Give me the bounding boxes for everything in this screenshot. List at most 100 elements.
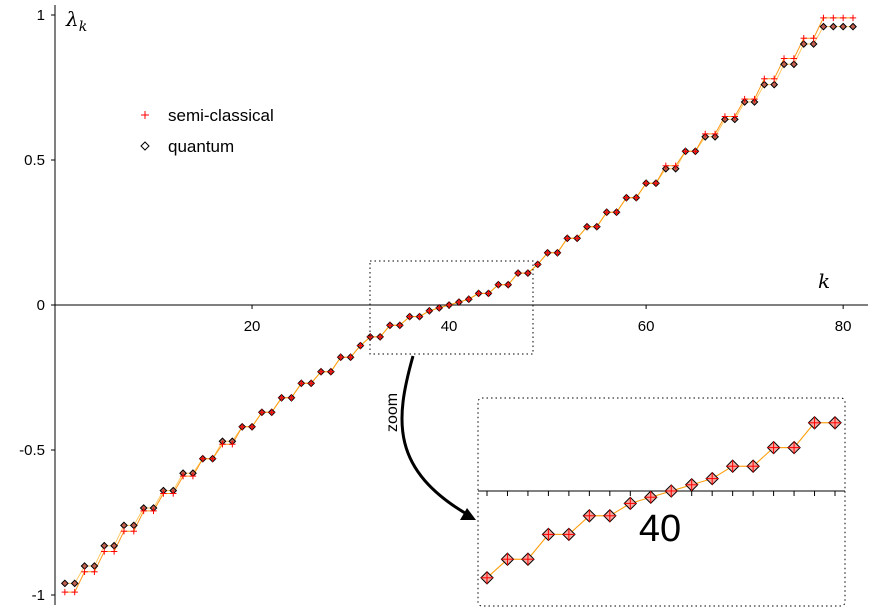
semi-classical-point-25 <box>298 380 305 387</box>
semi-classical-point-39 <box>436 304 443 312</box>
semi-classical-point-23 <box>278 394 285 401</box>
semi-classical-point-18 <box>229 441 236 448</box>
semi-classical-point-28 <box>327 368 335 375</box>
inset-semi-classical-point-36 <box>583 509 596 522</box>
semi-classical-point-16 <box>209 455 216 462</box>
zoom-arrow <box>400 355 471 518</box>
semi-classical-point-36 <box>406 313 413 320</box>
semi-classical-point-24 <box>288 394 295 401</box>
semi-classical-point-69 <box>731 113 738 120</box>
semi-classical-point-55 <box>593 223 601 230</box>
semi-classical-point-57 <box>613 209 620 216</box>
quantum-point-7 <box>120 521 128 530</box>
quantum-point-78 <box>819 22 828 31</box>
inset-semi-classical-point-47 <box>808 416 821 429</box>
semi-classical-point-60 <box>642 180 650 187</box>
x-ticks: 20 40 60 80 <box>244 305 851 335</box>
quantum-point-72 <box>760 80 769 89</box>
semi-classical-point-76 <box>800 35 807 42</box>
semi-classical-point-44 <box>485 290 492 297</box>
y-tick-label-0.5: 0.5 <box>24 152 45 169</box>
semi-classical-point-72 <box>761 75 768 82</box>
x-axis-label: k <box>818 269 830 293</box>
semi-classical-point-22 <box>268 409 275 416</box>
semi-classical-point-7 <box>120 528 128 535</box>
inset-semi-classical-point-35 <box>562 528 575 541</box>
semi-classical-point-47 <box>514 269 522 277</box>
semi-classical-point-50 <box>544 249 551 256</box>
semi-classical-point-67 <box>711 130 719 138</box>
y-tick-label-1: 1 <box>37 7 45 24</box>
x-tick-label-60: 60 <box>638 318 655 335</box>
semi-classical-point-37 <box>416 313 423 320</box>
inset-semi-classical-point-46 <box>787 441 801 454</box>
zoom-label: zoom <box>384 393 401 432</box>
inset-frame <box>477 397 846 607</box>
semi-classical-point-43 <box>475 290 482 297</box>
semi-classical-point-45 <box>495 281 502 288</box>
inset-semi-classical-point-40 <box>665 484 678 498</box>
semi-classical-point-80 <box>839 14 847 22</box>
x-tick-label-20: 20 <box>244 318 261 335</box>
inset-semi-classical-point-37 <box>603 509 616 522</box>
quantum-point-74 <box>780 60 788 69</box>
y-tick-label--0.5: -0.5 <box>19 442 45 459</box>
semi-classical-point-46 <box>504 281 512 288</box>
series-marks <box>60 14 857 596</box>
semi-classical-point-78 <box>820 14 827 22</box>
inset-semi-classical-point-34 <box>542 528 555 541</box>
semi-classical-point-42 <box>465 296 472 303</box>
legend-item-semi-classical: semi-classical <box>141 106 274 125</box>
semi-classical-point-11 <box>160 490 167 497</box>
semi-classical-point-41 <box>455 298 463 306</box>
semi-classical-point-26 <box>307 380 315 387</box>
semi-classical-point-29 <box>337 354 344 361</box>
semi-classical-point-49 <box>534 261 541 268</box>
semi-classical-point-17 <box>219 441 226 448</box>
semi-classical-point-8 <box>130 528 138 535</box>
quantum-point-81 <box>849 22 857 31</box>
inset-semi-classical-point-43 <box>726 460 739 473</box>
semi-classical-point-9 <box>140 507 147 515</box>
quantum-point-1 <box>60 579 69 588</box>
semi-classical-point-5 <box>101 548 108 555</box>
semi-classical-point-68 <box>721 113 729 120</box>
inset-semi-classical-point-45 <box>767 441 780 454</box>
quantum-point-3 <box>80 562 89 570</box>
semi-classical-point-59 <box>633 194 640 201</box>
inset-semi-classical-point-33 <box>521 553 535 566</box>
semi-classical-point-81 <box>849 14 857 22</box>
quantum-point-73 <box>770 80 779 89</box>
legend: semi-classical quantum <box>140 106 274 156</box>
semi-classical-point-35 <box>396 322 404 329</box>
quantum-point-80 <box>839 22 848 31</box>
semi-classical-point-56 <box>603 209 610 216</box>
semi-classical-point-4 <box>91 568 98 575</box>
semi-classical-point-33 <box>376 333 384 341</box>
legend-item-quantum: quantum <box>140 137 234 156</box>
zoom-inset: 40 <box>477 397 846 607</box>
semi-classical-point-27 <box>317 368 325 375</box>
semi-classical-point-38 <box>426 307 433 314</box>
semi-classical-point-13 <box>179 472 187 480</box>
semi-classical-point-65 <box>692 148 699 155</box>
inset-semi-classical-point-39 <box>644 491 657 504</box>
quantum-point-75 <box>789 60 798 69</box>
semi-classical-point-14 <box>189 472 197 480</box>
semi-classical-point-77 <box>810 35 817 42</box>
semi-classical-point-20 <box>248 423 256 430</box>
x-tick-label-40: 40 <box>441 318 458 335</box>
semi-classical-point-3 <box>81 568 88 575</box>
inset-semi-classical-point-38 <box>624 497 637 510</box>
semi-classical-point-51 <box>554 249 561 256</box>
semi-classical-point-62 <box>662 162 670 169</box>
inset-semi-classical-point-31 <box>480 571 494 584</box>
inset-semi-classical-point-32 <box>501 553 514 566</box>
semi-classical-point-12 <box>170 490 177 497</box>
semi-classical-point-10 <box>150 507 157 515</box>
semi-classical-point-15 <box>199 455 206 462</box>
legend-label-quantum: quantum <box>168 137 234 156</box>
y-tick-label-0: 0 <box>37 297 45 314</box>
zoom-arrow-head <box>460 508 476 520</box>
